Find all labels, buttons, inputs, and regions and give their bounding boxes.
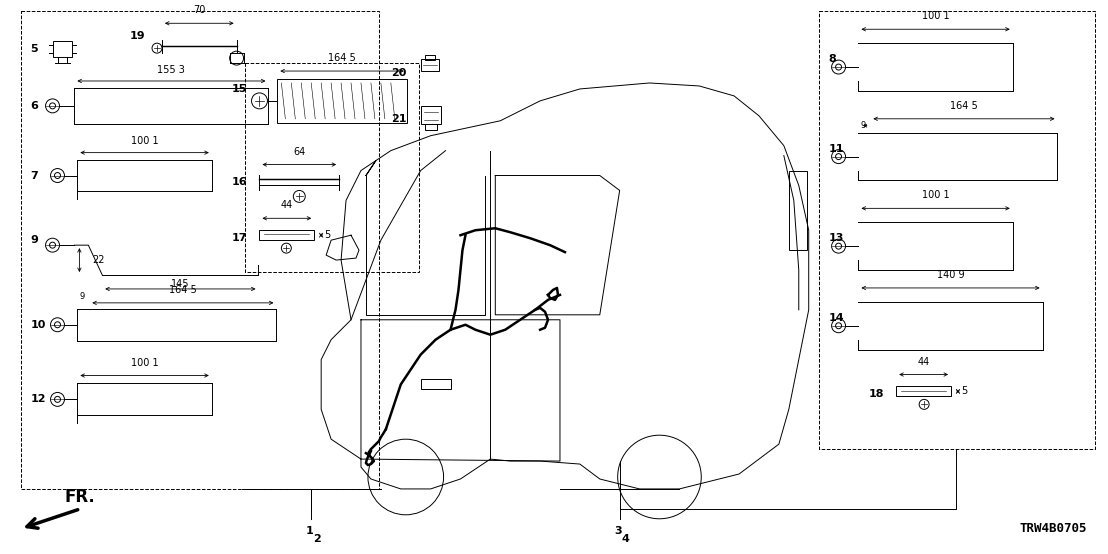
Bar xyxy=(421,59,439,71)
Text: 164 5: 164 5 xyxy=(950,101,977,111)
Text: 7: 7 xyxy=(31,171,39,181)
Text: 44: 44 xyxy=(917,357,930,367)
Text: 16: 16 xyxy=(232,177,247,187)
Text: 100 1: 100 1 xyxy=(922,191,950,201)
Bar xyxy=(277,79,407,123)
Text: 12: 12 xyxy=(31,394,47,404)
Text: 44: 44 xyxy=(280,201,293,211)
Text: 18: 18 xyxy=(869,389,884,399)
Text: 70: 70 xyxy=(193,6,205,16)
Text: TRW4B0705: TRW4B0705 xyxy=(1019,522,1087,535)
Text: 5: 5 xyxy=(325,230,330,240)
Text: 10: 10 xyxy=(31,320,47,330)
Text: 21: 21 xyxy=(391,114,407,124)
Text: 9: 9 xyxy=(80,292,84,301)
Text: 64: 64 xyxy=(294,147,306,157)
Text: 13: 13 xyxy=(829,233,844,243)
Text: 164 5: 164 5 xyxy=(328,53,356,63)
Text: FR.: FR. xyxy=(64,488,95,506)
Text: 2: 2 xyxy=(314,534,321,543)
Text: 145: 145 xyxy=(171,279,189,289)
Text: 4: 4 xyxy=(622,534,629,543)
Bar xyxy=(421,379,451,389)
Bar xyxy=(789,171,807,250)
Text: 3: 3 xyxy=(614,526,622,536)
Text: 8: 8 xyxy=(829,54,837,64)
Bar xyxy=(52,41,72,57)
Text: 5: 5 xyxy=(31,44,39,54)
Text: 155 3: 155 3 xyxy=(157,65,185,75)
Bar xyxy=(21,11,379,489)
Text: 11: 11 xyxy=(829,143,844,153)
Bar xyxy=(424,124,437,130)
Text: 164 5: 164 5 xyxy=(170,285,197,295)
Text: 1: 1 xyxy=(306,526,314,536)
Bar xyxy=(421,106,441,124)
Text: 5: 5 xyxy=(961,387,967,397)
Text: 140 9: 140 9 xyxy=(936,270,964,280)
Text: 9: 9 xyxy=(861,121,865,130)
Text: 20: 20 xyxy=(391,68,407,78)
Bar xyxy=(245,63,419,272)
Text: 100 1: 100 1 xyxy=(131,136,158,146)
Text: 22: 22 xyxy=(92,255,105,265)
Bar xyxy=(896,387,951,397)
Text: 6: 6 xyxy=(31,101,39,111)
Text: 9: 9 xyxy=(31,235,39,245)
Text: 100 1: 100 1 xyxy=(131,357,158,367)
Text: 15: 15 xyxy=(232,84,247,94)
Text: 19: 19 xyxy=(130,31,146,41)
Bar xyxy=(259,230,315,240)
Text: 14: 14 xyxy=(829,313,844,323)
Bar xyxy=(424,55,434,60)
Text: 17: 17 xyxy=(232,233,247,243)
Bar xyxy=(819,11,1096,449)
Text: 100 1: 100 1 xyxy=(922,11,950,21)
